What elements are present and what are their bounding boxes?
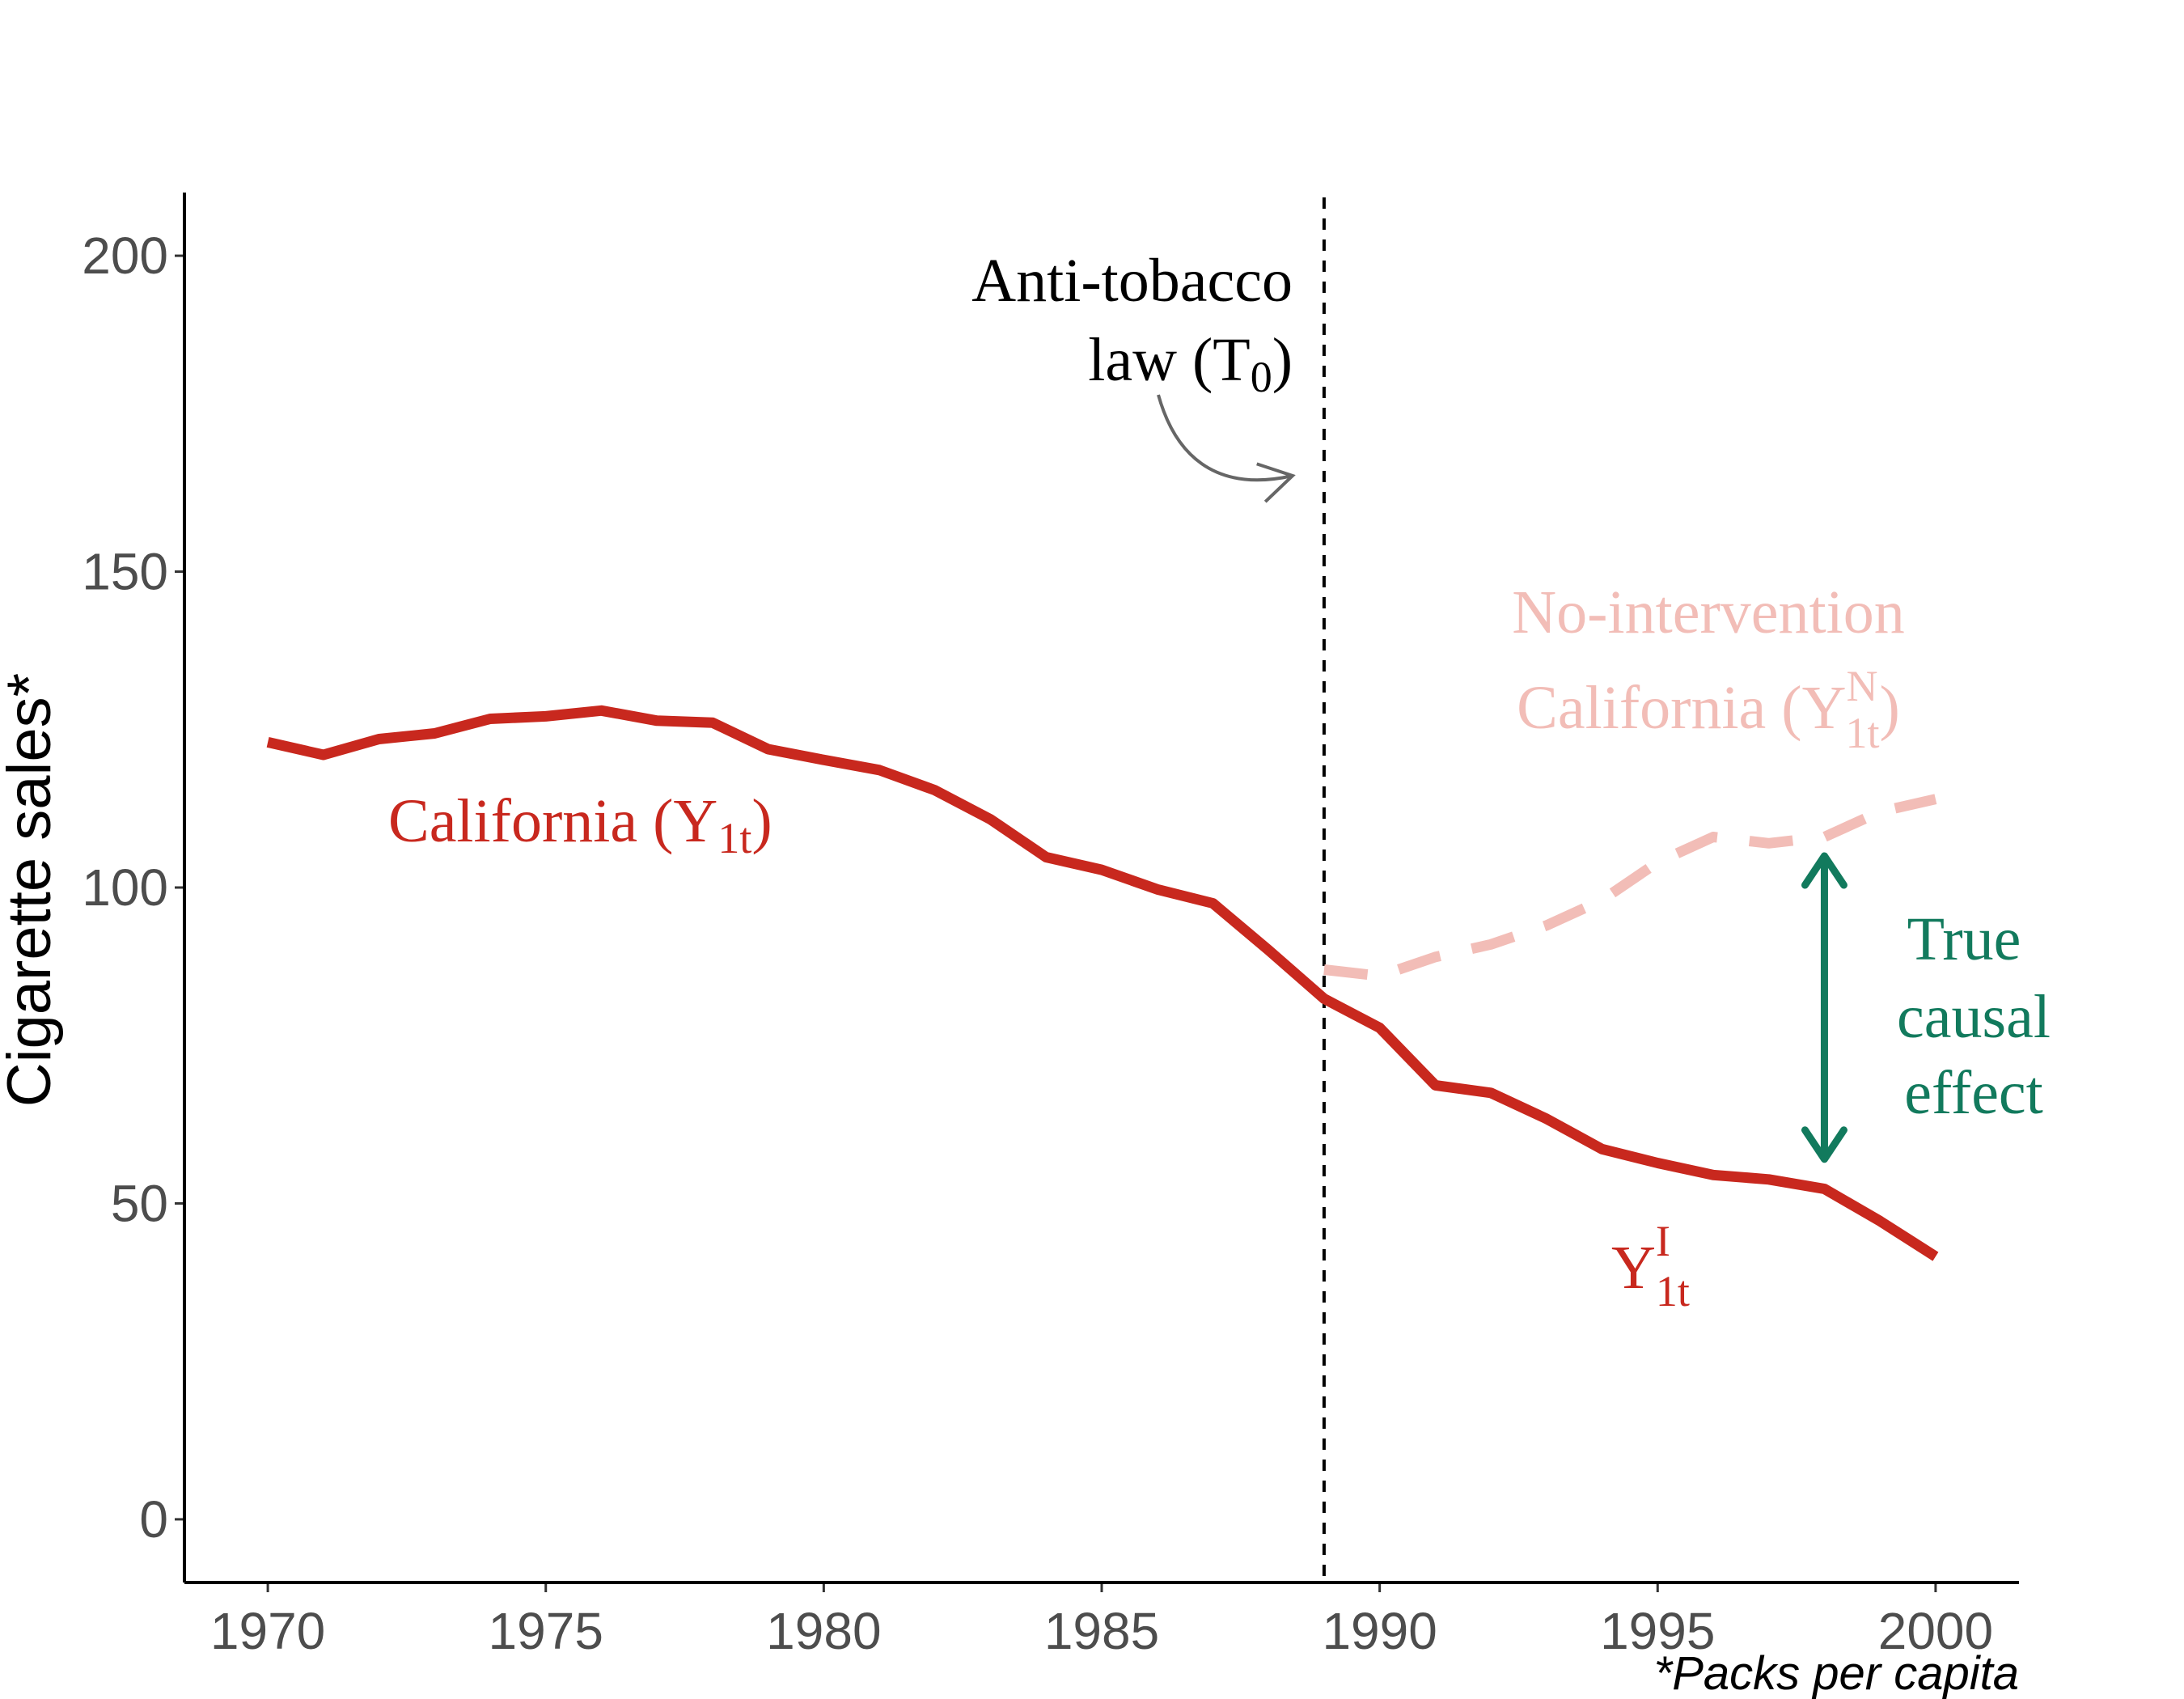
intervention-arrow: [1157, 394, 1296, 503]
causal-effect-label-line3: effect: [1904, 1059, 2043, 1127]
data-point-california: [1933, 1254, 1938, 1259]
data-point-california: [321, 752, 326, 757]
data-point-california: [821, 757, 826, 762]
data-point-no-intervention: [1322, 968, 1327, 972]
data-point-california: [1043, 855, 1048, 860]
data-point-california: [1877, 1218, 1882, 1223]
data-point-no-intervention: [1655, 860, 1660, 865]
data-point-california: [1322, 996, 1327, 1001]
data-point-california: [599, 708, 603, 713]
data-point-california: [1099, 867, 1104, 872]
data-point-california: [766, 747, 771, 752]
data-point-no-intervention: [1378, 973, 1382, 978]
x-tick-label: 1975: [489, 1602, 603, 1660]
causal-effect-label-line1: True: [1907, 905, 2021, 973]
series-line-no-intervention: [1323, 794, 1937, 981]
caption: *Packs per capita: [1654, 1647, 2019, 1699]
data-point-no-intervention: [1822, 835, 1826, 840]
data-point-no-intervention: [1933, 797, 1938, 802]
data-point-california: [1433, 1083, 1437, 1087]
data-point-california: [1155, 887, 1160, 892]
data-point-no-intervention: [1600, 898, 1605, 903]
data-point-california: [1822, 1186, 1826, 1191]
x-tick-label: 1995: [1600, 1602, 1715, 1660]
california-label-close: ): [751, 787, 772, 855]
no-intervention-label-line2: California (YN 1t): [1517, 662, 1900, 757]
data-point-no-intervention: [1767, 841, 1771, 845]
y-axis-ticks: 0 50 100 150 200: [82, 227, 184, 1549]
y-tick-label: 50: [111, 1174, 168, 1232]
intervention-label-close: ): [1272, 326, 1293, 394]
data-point-california: [1544, 1116, 1549, 1121]
causal-effect-arrowhead-bottom: [1801, 1126, 1848, 1163]
data-point-california: [710, 720, 715, 725]
no-intervention-label-superscript: N: [1846, 662, 1877, 710]
intervened-label: YI 1t: [1611, 1217, 1690, 1316]
y-tick-label: 200: [82, 227, 168, 285]
x-tick-label: 1980: [766, 1602, 881, 1660]
x-tick-label: 1990: [1322, 1602, 1437, 1660]
series-line-california: [266, 705, 1939, 1261]
data-point-no-intervention: [1877, 809, 1882, 814]
data-point-california: [1378, 1025, 1382, 1030]
y-tick-label: 150: [82, 543, 168, 601]
data-point-california: [933, 788, 938, 793]
intervened-label-text: Y: [1611, 1234, 1656, 1302]
data-point-california: [1266, 947, 1271, 952]
no-intervention-label-close: ): [1880, 674, 1900, 742]
intervened-label-subscript: 1t: [1656, 1267, 1690, 1316]
data-point-california: [377, 736, 382, 741]
data-point-california: [877, 768, 882, 773]
x-tick-label: 1985: [1044, 1602, 1159, 1660]
y-tick-label: 0: [139, 1490, 168, 1549]
data-point-no-intervention: [1488, 942, 1493, 947]
data-point-california: [265, 739, 270, 744]
california-label: California (Y1t): [388, 787, 772, 862]
no-intervention-label-line1: No-intervention: [1512, 578, 1904, 646]
data-point-california: [1600, 1146, 1605, 1151]
data-point-california: [1767, 1177, 1771, 1182]
data-point-california: [432, 731, 437, 735]
data-point-california: [1210, 901, 1215, 906]
data-point-california: [988, 817, 993, 822]
data-point-california: [544, 714, 548, 718]
data-point-california: [1711, 1172, 1716, 1177]
intervention-label-subscript: 0: [1251, 353, 1272, 401]
causal-effect-label-line2: causal: [1897, 983, 2051, 1051]
data-point-california: [1488, 1091, 1493, 1095]
x-axis-ticks: 1970 1975 1980 1985 1990 1995 2000: [210, 1582, 1993, 1660]
intervened-label-superscript: I: [1656, 1217, 1670, 1265]
x-tick-label: 2000: [1878, 1602, 1993, 1660]
no-intervention-label-subscript: 1t: [1845, 709, 1879, 757]
x-tick-label: 1970: [210, 1602, 325, 1660]
data-point-no-intervention: [1433, 955, 1437, 960]
causal-effect-arrowhead-top: [1801, 852, 1848, 889]
y-tick-label: 100: [82, 858, 168, 917]
y-axis-title: Cigarette sales*: [0, 673, 64, 1108]
california-label-subscript: 1t: [717, 814, 751, 862]
intervention-label-line1: Anti-tobacco: [971, 247, 1293, 315]
california-label-text: California (Y: [388, 787, 717, 855]
data-point-california: [654, 718, 659, 723]
no-intervention-label-text: California (Y: [1517, 674, 1846, 742]
data-point-no-intervention: [1711, 835, 1716, 840]
data-point-california: [1655, 1160, 1660, 1165]
data-point-california: [488, 716, 493, 721]
intervention-label-text: law (T: [1088, 326, 1250, 394]
data-point-no-intervention: [1544, 923, 1549, 928]
intervention-label-line2: law (T0): [1088, 326, 1293, 401]
